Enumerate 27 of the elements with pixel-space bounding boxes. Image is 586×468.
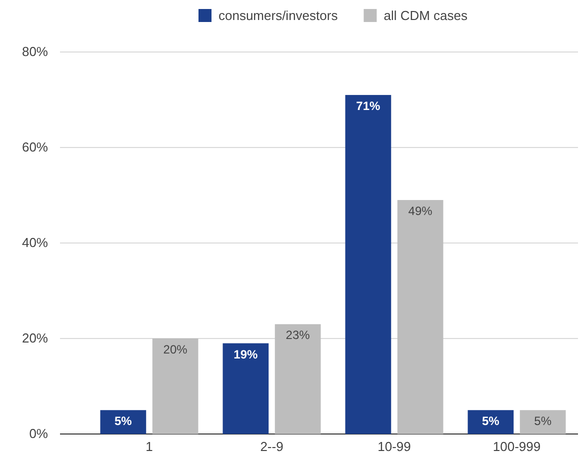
y-tick-label: 60% — [22, 140, 48, 155]
y-tick-label: 20% — [22, 330, 48, 346]
data-label: 49% — [408, 204, 433, 218]
x-tick-label: 100-999 — [492, 439, 541, 454]
bar — [397, 200, 444, 434]
data-label: 5% — [482, 414, 500, 428]
x-tick-label: 10-99 — [378, 439, 411, 454]
bar — [468, 410, 514, 434]
bar — [345, 94, 392, 434]
bar — [222, 343, 269, 434]
y-tick-label: 0% — [29, 426, 48, 442]
data-label: 20% — [163, 342, 188, 356]
y-tick-label: 80% — [22, 44, 48, 60]
legend-label: consumers/investors — [218, 8, 338, 23]
bar — [100, 410, 146, 434]
data-label: 23% — [286, 328, 310, 342]
data-label: 71% — [356, 98, 381, 113]
x-tick-label: 1 — [146, 439, 153, 454]
bar — [274, 324, 321, 434]
data-label: 19% — [234, 347, 258, 362]
bar — [152, 338, 198, 434]
y-tick-label: 40% — [22, 235, 48, 250]
legend-label: all CDM cases — [384, 8, 468, 23]
data-label: 5% — [114, 414, 132, 428]
bar — [520, 410, 566, 434]
x-tick-label: 2--9 — [260, 439, 284, 454]
data-label: 5% — [534, 414, 552, 428]
